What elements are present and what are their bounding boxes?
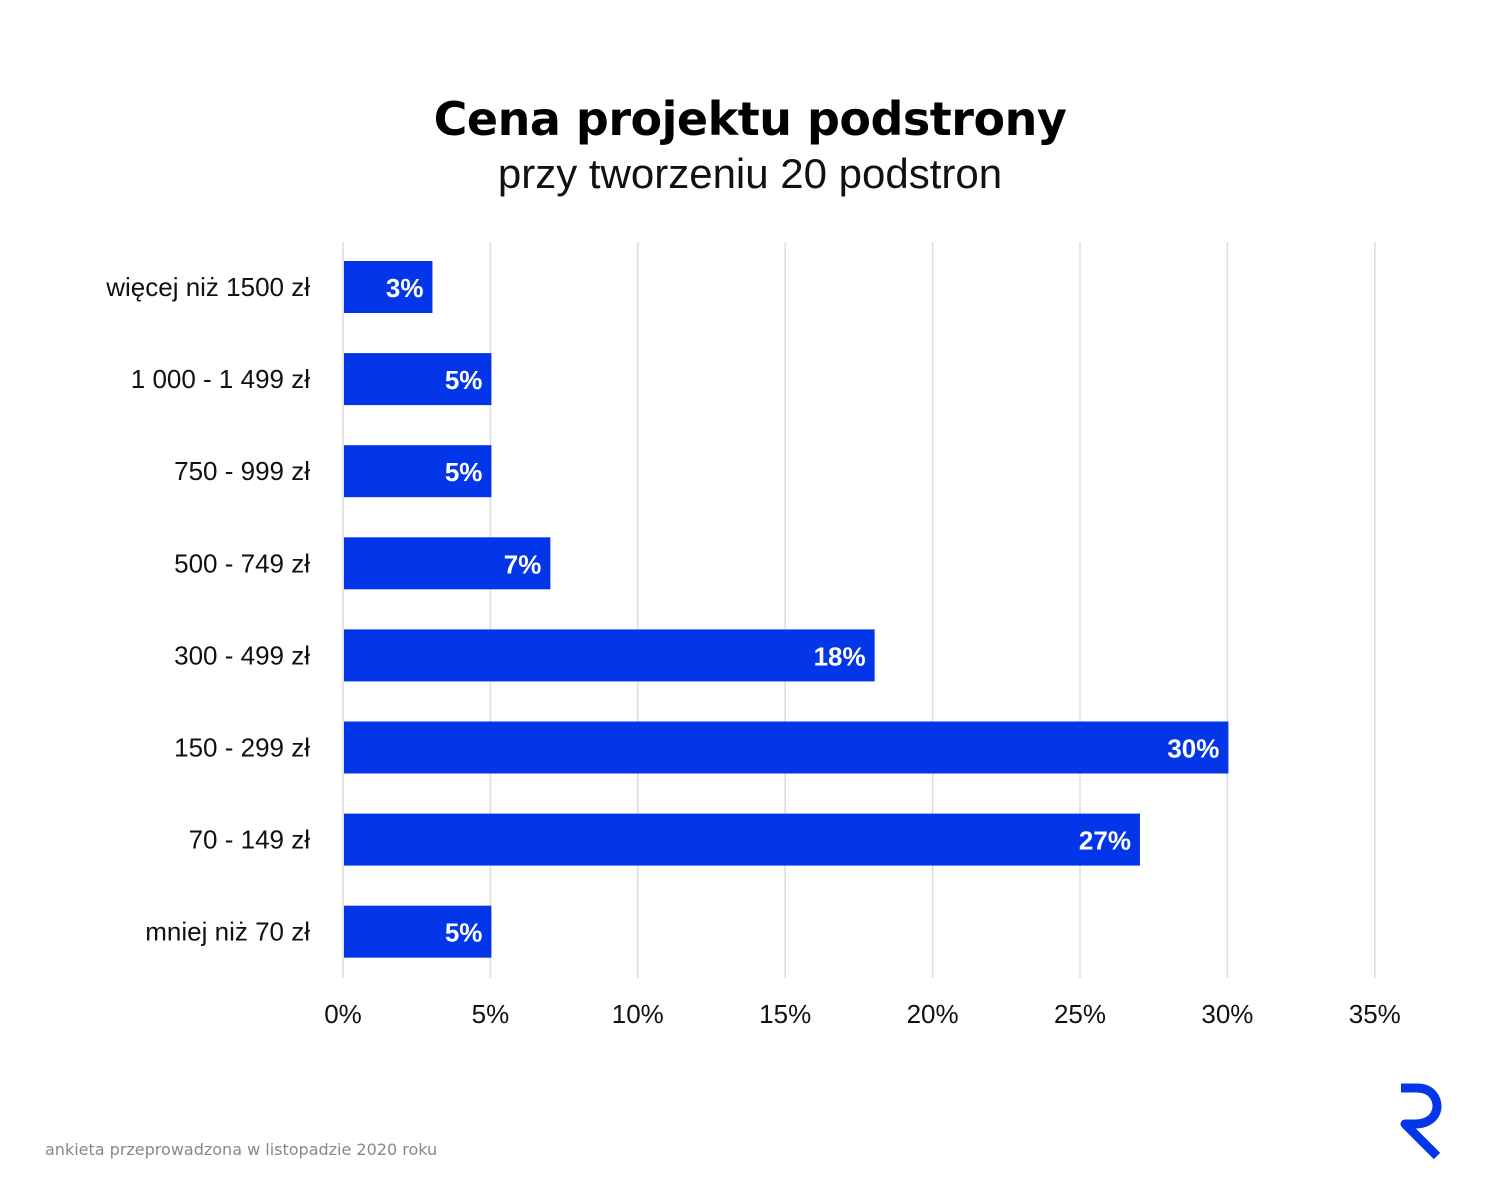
bar (344, 721, 1229, 774)
category-label: 500 - 749 zł (174, 548, 310, 578)
survey-footnote: ankieta przeprowadzona w listopadzie 202… (45, 1140, 438, 1159)
x-tick-label: 30% (1201, 999, 1253, 1029)
bar (344, 353, 492, 406)
bar-data-label: 5% (445, 365, 483, 395)
bar (344, 905, 492, 958)
x-tick-label: 15% (759, 999, 811, 1029)
category-label: więcej niż 1500 zł (105, 272, 310, 302)
bar-data-label: 5% (445, 918, 483, 948)
category-label: 150 - 299 zł (174, 733, 310, 763)
category-label: 70 - 149 zł (189, 825, 311, 855)
chart-title: Cena projektu podstrony (433, 92, 1067, 146)
bar (344, 629, 875, 682)
bar-data-label: 5% (445, 457, 483, 487)
bar-chart: 0% 5% 10% 15% 20% 25% 30% 35% więcej niż 1500 zł… (105, 242, 1401, 1029)
category-label: 1 000 - 1 499 zł (131, 364, 310, 394)
bar (344, 445, 492, 498)
x-tick-label: 25% (1054, 999, 1106, 1029)
bar-data-label: 30% (1167, 734, 1219, 764)
category-label: mniej niż 70 zł (145, 917, 310, 947)
category-label: 300 - 499 zł (174, 640, 310, 670)
category-label: 750 - 999 zł (174, 456, 310, 486)
bar-data-label: 3% (386, 273, 424, 303)
bar-data-label: 7% (504, 549, 542, 579)
x-tick-label: 0% (324, 999, 362, 1029)
bar-data-label: 27% (1079, 826, 1131, 856)
bar (344, 537, 551, 590)
bar (344, 261, 433, 313)
bar (344, 813, 1140, 866)
x-tick-label: 35% (1349, 999, 1401, 1029)
chart-subtitle: przy tworzeniu 20 podstron (497, 150, 1003, 197)
x-tick-label: 20% (907, 999, 959, 1029)
x-tick-label: 10% (612, 999, 664, 1029)
brand-r-logo-icon (1400, 1083, 1442, 1160)
bar-data-label: 18% (814, 641, 866, 671)
x-tick-label: 5% (472, 999, 510, 1029)
